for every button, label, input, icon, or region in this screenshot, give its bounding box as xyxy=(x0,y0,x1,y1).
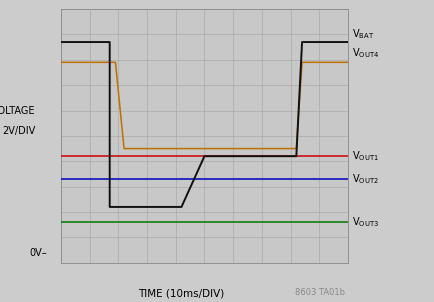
Text: 0V–: 0V– xyxy=(29,248,46,258)
Text: 8603 TA01b: 8603 TA01b xyxy=(294,288,344,297)
Text: TIME (10ms/DIV): TIME (10ms/DIV) xyxy=(138,288,224,298)
Text: VOLTAGE: VOLTAGE xyxy=(0,105,35,116)
Text: V$_{\mathregular{OUT3}}$: V$_{\mathregular{OUT3}}$ xyxy=(352,215,378,229)
Text: V$_{\mathregular{OUT1}}$: V$_{\mathregular{OUT1}}$ xyxy=(352,149,378,163)
Text: 2V/DIV: 2V/DIV xyxy=(2,126,35,136)
Text: V$_{\mathregular{BAT}}$: V$_{\mathregular{BAT}}$ xyxy=(352,27,374,41)
Text: V$_{\mathregular{OUT4}}$: V$_{\mathregular{OUT4}}$ xyxy=(352,47,378,60)
Text: V$_{\mathregular{OUT2}}$: V$_{\mathregular{OUT2}}$ xyxy=(352,172,378,186)
